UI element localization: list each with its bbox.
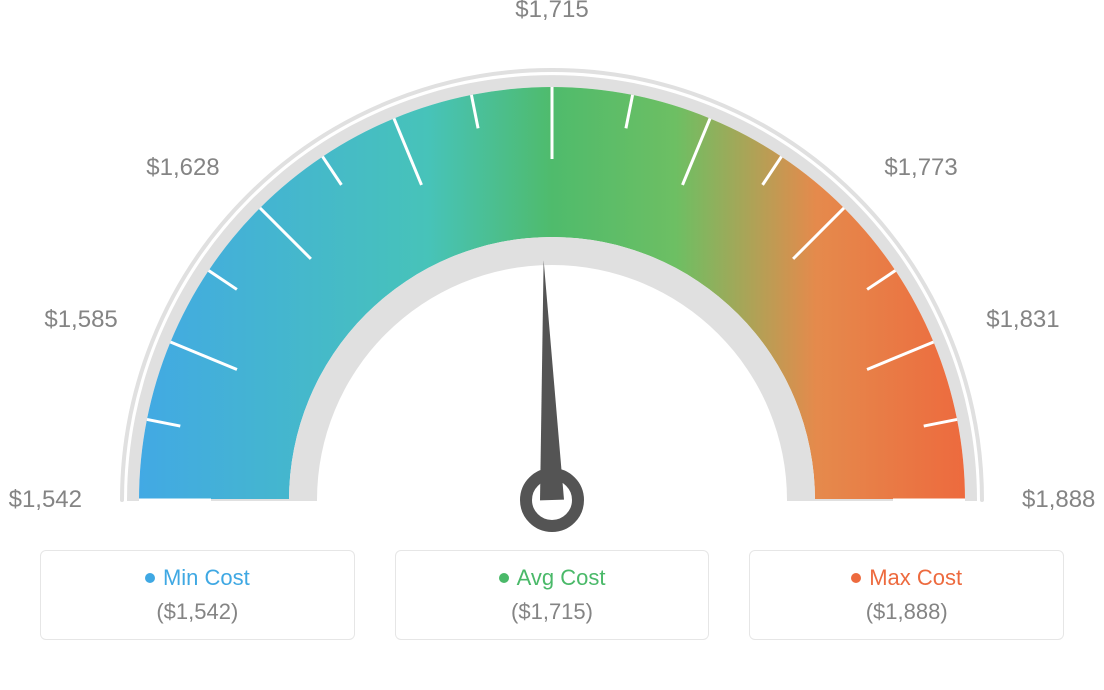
gauge-tick-label: $1,628	[146, 154, 219, 182]
gauge-tick-label: $1,585	[44, 306, 117, 334]
legend-title-text: Max Cost	[869, 565, 962, 591]
legend-title-text: Avg Cost	[517, 565, 606, 591]
gauge-svg	[0, 0, 1104, 540]
legend-row: Min Cost ($1,542) Avg Cost ($1,715) Max Cost…	[0, 550, 1104, 640]
legend-dot-icon	[499, 573, 509, 583]
legend-title: Min Cost	[145, 565, 250, 591]
legend-value: ($1,715)	[396, 599, 709, 625]
legend-title-text: Min Cost	[163, 565, 250, 591]
gauge-tick-label: $1,542	[9, 486, 82, 514]
legend-value: ($1,542)	[41, 599, 354, 625]
legend-dot-icon	[851, 573, 861, 583]
gauge-chart: $1,542 $1,585 $1,628 $1,715 $1,773 $1,831 $1,8…	[0, 0, 1104, 540]
legend-value: ($1,888)	[750, 599, 1063, 625]
legend-dot-icon	[145, 573, 155, 583]
gauge-tick-label: $1,773	[884, 154, 957, 182]
gauge-tick-label: $1,831	[986, 306, 1059, 334]
gauge-tick-label: $1,715	[515, 0, 588, 24]
legend-card-max: Max Cost ($1,888)	[749, 550, 1064, 640]
legend-title: Avg Cost	[499, 565, 606, 591]
legend-title: Max Cost	[851, 565, 962, 591]
gauge-tick-label: $1,888	[1022, 486, 1095, 514]
legend-card-min: Min Cost ($1,542)	[40, 550, 355, 640]
legend-card-avg: Avg Cost ($1,715)	[395, 550, 710, 640]
